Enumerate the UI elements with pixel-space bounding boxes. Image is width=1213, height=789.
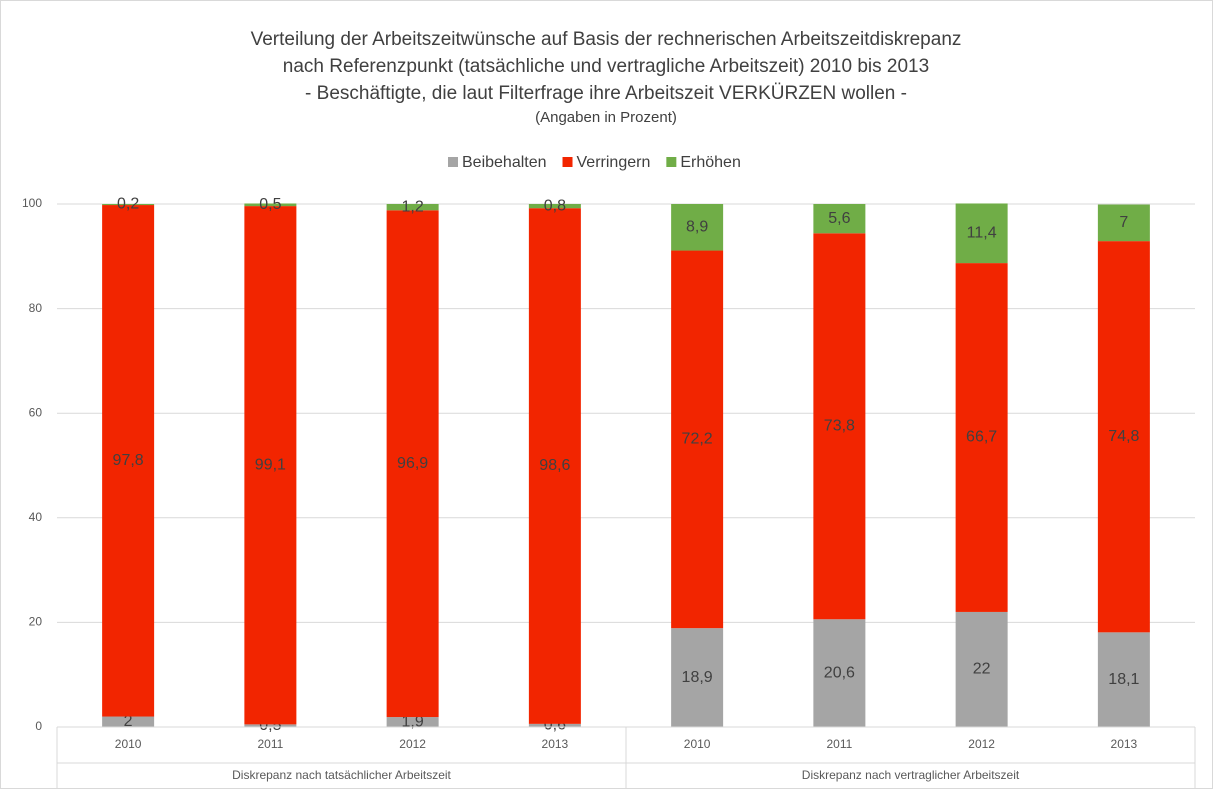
data-label: 66,7: [966, 429, 997, 446]
bar-segment: [528, 723, 581, 727]
x-tick-label: 2011: [257, 737, 283, 751]
bar-segment: [244, 724, 297, 727]
legend-swatch: [562, 157, 573, 167]
bar-segment: [386, 210, 439, 718]
y-tick-label: 40: [29, 510, 43, 524]
data-label: 74,8: [1108, 428, 1139, 445]
data-label: 11,4: [967, 225, 997, 242]
data-label: 1,2: [402, 198, 424, 215]
chart-title: - Beschäftigte, die laut Filterfrage ihr…: [305, 83, 907, 104]
bar-segment: [102, 204, 155, 206]
data-label: 7: [1119, 214, 1128, 231]
y-tick-label: 20: [29, 615, 43, 629]
bar-segment: [671, 628, 724, 727]
y-tick-label: 80: [29, 301, 43, 315]
data-label: 72,2: [682, 431, 713, 448]
legend-label: Beibehalten: [462, 154, 547, 171]
legend-swatch: [448, 157, 458, 167]
y-tick-label: 100: [22, 196, 42, 210]
data-label: 0,8: [544, 197, 566, 214]
bar-segment: [528, 204, 581, 209]
data-label: 0,2: [117, 196, 139, 213]
bar-segment: [244, 206, 297, 725]
bar-segment: [955, 203, 1008, 264]
x-tick-label: 2010: [684, 737, 711, 751]
data-label: 73,8: [824, 417, 855, 434]
bar-segment: [813, 619, 866, 727]
bar-segment: [244, 203, 297, 207]
data-label: 22: [973, 661, 991, 678]
y-tick-label: 0: [35, 719, 42, 733]
group-label: Diskrepanz nach tatsächlicher Arbeitszei…: [232, 768, 451, 782]
data-label: 18,1: [1108, 671, 1139, 688]
data-label: 97,8: [113, 452, 144, 469]
data-label: 2: [124, 713, 133, 730]
group-label: Diskrepanz nach vertraglicher Arbeitszei…: [802, 768, 1020, 782]
x-tick-label: 2013: [542, 737, 569, 751]
bar-segment: [386, 204, 439, 211]
data-label: 18,9: [682, 669, 713, 686]
bar-segment: [1097, 632, 1150, 727]
legend-label: Erhöhen: [680, 154, 741, 171]
data-label: 8,9: [686, 218, 708, 235]
data-label: 1,9: [402, 713, 424, 730]
bar-segment: [386, 717, 439, 727]
data-label: 98,6: [539, 457, 570, 474]
data-label: 99,1: [255, 456, 286, 473]
data-label: 20,6: [824, 664, 855, 681]
data-label: 96,9: [397, 455, 428, 472]
bar-segment: [813, 233, 866, 620]
x-tick-label: 2012: [399, 737, 426, 751]
bar-segment: [955, 611, 1008, 727]
x-tick-label: 2011: [826, 737, 852, 751]
bar-segment: [955, 263, 1008, 612]
x-tick-label: 2010: [115, 737, 142, 751]
data-label: 5,6: [828, 210, 850, 227]
bar-segment: [671, 204, 724, 251]
x-tick-label: 2013: [1111, 737, 1138, 751]
x-tick-label: 2012: [968, 737, 995, 751]
bar-segment: [1097, 241, 1150, 633]
bar-segment: [102, 716, 155, 727]
bar-segment: [102, 205, 155, 717]
y-tick-label: 60: [29, 405, 43, 419]
bar-segment: [813, 204, 866, 234]
chart-title: nach Referenzpunkt (tatsächliche und ver…: [283, 56, 929, 77]
chart-subtitle: (Angaben in Prozent): [535, 109, 677, 126]
bar-segment: [671, 250, 724, 629]
legend-label: Verringern: [577, 154, 651, 171]
bar-segment: [1097, 204, 1150, 242]
data-label: 0,5: [259, 196, 281, 213]
bar-segment: [528, 208, 581, 724]
chart-title: Verteilung der Arbeitszeitwünsche auf Ba…: [251, 29, 962, 50]
legend-swatch: [666, 157, 677, 167]
